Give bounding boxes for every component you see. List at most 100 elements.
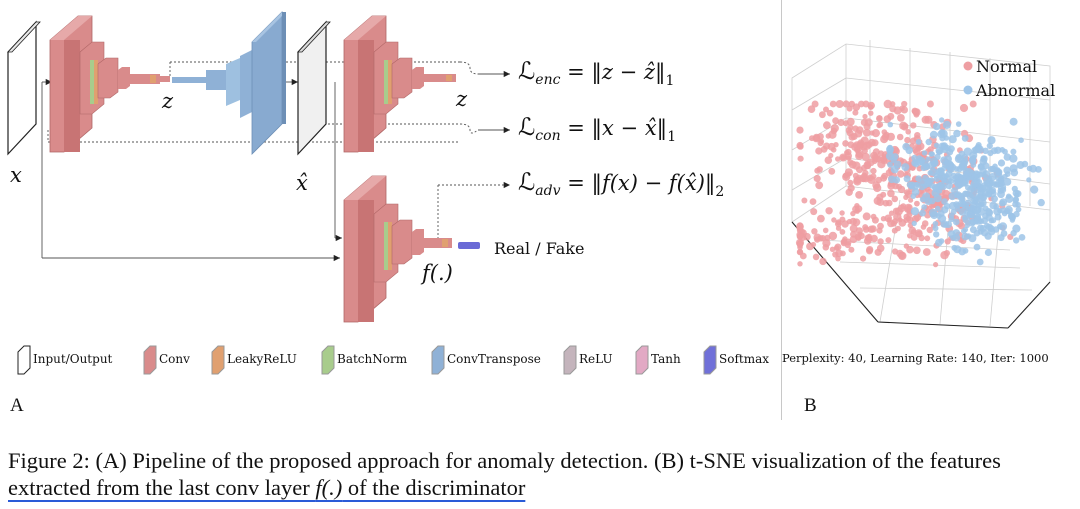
tsne-point-normal xyxy=(883,131,890,138)
tsne-point-normal xyxy=(857,100,865,108)
tsne-point-abnormal xyxy=(1009,117,1018,126)
legend-swatch-relu xyxy=(563,345,577,375)
tsne-point-normal xyxy=(870,167,877,175)
tsne-point-normal xyxy=(796,248,804,256)
tsne-point-abnormal xyxy=(948,212,955,219)
tsne-point-normal xyxy=(908,197,914,203)
tsne-point-abnormal xyxy=(953,218,960,226)
tsne-point-normal xyxy=(833,245,840,251)
legend-label-conv: Conv xyxy=(159,352,190,366)
tsne-point-normal xyxy=(860,176,867,183)
tsne-point-normal xyxy=(883,115,892,123)
tsne-point-abnormal xyxy=(933,142,940,148)
tsne-point-abnormal xyxy=(965,199,972,206)
tsne-point-normal xyxy=(812,133,821,142)
tsne-point-abnormal xyxy=(1015,206,1022,213)
tsne-point-abnormal xyxy=(990,147,998,155)
tsne-point-normal xyxy=(914,132,921,139)
tsne-point-normal xyxy=(920,224,927,230)
legend-swatch-input-output xyxy=(17,345,31,375)
tsne-point-normal xyxy=(823,106,829,113)
tsne-point-normal xyxy=(889,105,897,113)
tsne-point-abnormal xyxy=(1021,160,1029,168)
tsne-point-normal xyxy=(823,121,831,130)
tsne-point-abnormal xyxy=(985,213,993,221)
tsne-point-normal xyxy=(866,247,873,255)
tsne-point-normal xyxy=(812,253,820,261)
tsne-point-abnormal xyxy=(1009,164,1018,173)
tsne-point-abnormal xyxy=(965,205,971,211)
tsne-point-abnormal xyxy=(963,170,970,177)
tsne-point-normal xyxy=(855,191,863,199)
tsne-point-normal xyxy=(852,109,859,116)
tsne-point-abnormal xyxy=(1013,237,1020,244)
tsne-point-abnormal xyxy=(1026,177,1032,183)
tsne-point-normal xyxy=(835,100,844,108)
tsne-point-abnormal xyxy=(939,135,946,142)
tsne-point-abnormal xyxy=(986,142,993,149)
tsne-point-abnormal xyxy=(1002,148,1008,155)
tsne-point-normal xyxy=(819,111,826,119)
figure-2: x x̂ z z f(.) Real / Fake ℒenc = ‖z − ẑ‖… xyxy=(7,11,1055,375)
tsne-point-abnormal xyxy=(989,201,998,210)
encoder-2 xyxy=(343,15,456,153)
tsne-point-normal xyxy=(890,220,897,227)
legend-abnormal-marker xyxy=(963,85,973,95)
tsne-point-abnormal xyxy=(997,190,1005,199)
loss-con: ℒcon = ‖x − x̂‖1 xyxy=(518,113,676,145)
tsne-point-normal xyxy=(814,236,821,243)
tsne-point-normal xyxy=(857,231,863,237)
tsne-point-abnormal xyxy=(962,215,971,224)
tsne-point-normal xyxy=(898,251,906,260)
tsne-point-abnormal xyxy=(1003,178,1012,186)
tsne-point-abnormal xyxy=(953,129,961,138)
tsne-point-abnormal xyxy=(913,159,919,165)
tsne-point-abnormal xyxy=(1012,224,1021,233)
tsne-point-abnormal xyxy=(1008,212,1016,221)
tsne-point-normal xyxy=(940,251,949,260)
tsne-point-normal xyxy=(904,203,913,213)
tsne-point-normal xyxy=(826,109,834,117)
tsne-point-abnormal xyxy=(911,182,920,191)
tsne-point-normal xyxy=(900,106,909,114)
tsne-point-normal xyxy=(914,200,920,207)
tsne-point-abnormal xyxy=(991,195,998,203)
tsne-point-normal xyxy=(898,219,907,227)
tsne-point-normal xyxy=(897,114,905,122)
tsne-point-normal xyxy=(837,118,845,127)
tsne-point-normal xyxy=(876,244,885,253)
tsne-point-normal xyxy=(824,156,833,164)
tsne-point-normal xyxy=(896,133,904,141)
tsne-point-abnormal xyxy=(932,225,939,232)
tsne-point-normal xyxy=(835,156,841,162)
tsne-point-normal xyxy=(887,189,895,198)
legend-swatch-softmax xyxy=(703,345,717,375)
tsne-point-normal xyxy=(834,220,842,228)
tsne-point-normal xyxy=(877,121,884,128)
tsne-point-abnormal xyxy=(1000,230,1008,237)
caption-part-1: Figure 2: (A) Pipeline of the proposed a… xyxy=(8,448,1001,473)
tsne-point-normal xyxy=(891,195,899,203)
tsne-point-abnormal xyxy=(984,248,993,257)
tsne-point-abnormal xyxy=(967,210,976,219)
real-fake-label: Real / Fake xyxy=(494,239,584,258)
tsne-point-abnormal xyxy=(982,147,989,154)
tsne-point-normal xyxy=(969,100,977,108)
tsne-point-normal xyxy=(797,143,804,150)
tsne-point-normal xyxy=(877,160,886,169)
tsne-point-normal xyxy=(809,198,817,206)
tsne-point-abnormal xyxy=(948,135,957,144)
tsne-point-abnormal xyxy=(994,167,1001,174)
tsne-point-abnormal xyxy=(888,175,896,184)
tsne-point-normal xyxy=(810,208,818,216)
tsne-point-abnormal xyxy=(948,201,957,210)
tsne-point-abnormal xyxy=(1010,148,1017,155)
tsne-point-abnormal xyxy=(988,173,997,181)
tsne-point-abnormal xyxy=(1005,194,1014,203)
tsne-point-abnormal xyxy=(887,161,893,168)
tsne-point-abnormal xyxy=(932,221,939,227)
tsne-point-abnormal xyxy=(930,211,939,220)
tsne-point-abnormal xyxy=(952,234,961,242)
tsne-point-abnormal xyxy=(969,156,977,164)
tsne-point-normal xyxy=(825,133,831,139)
